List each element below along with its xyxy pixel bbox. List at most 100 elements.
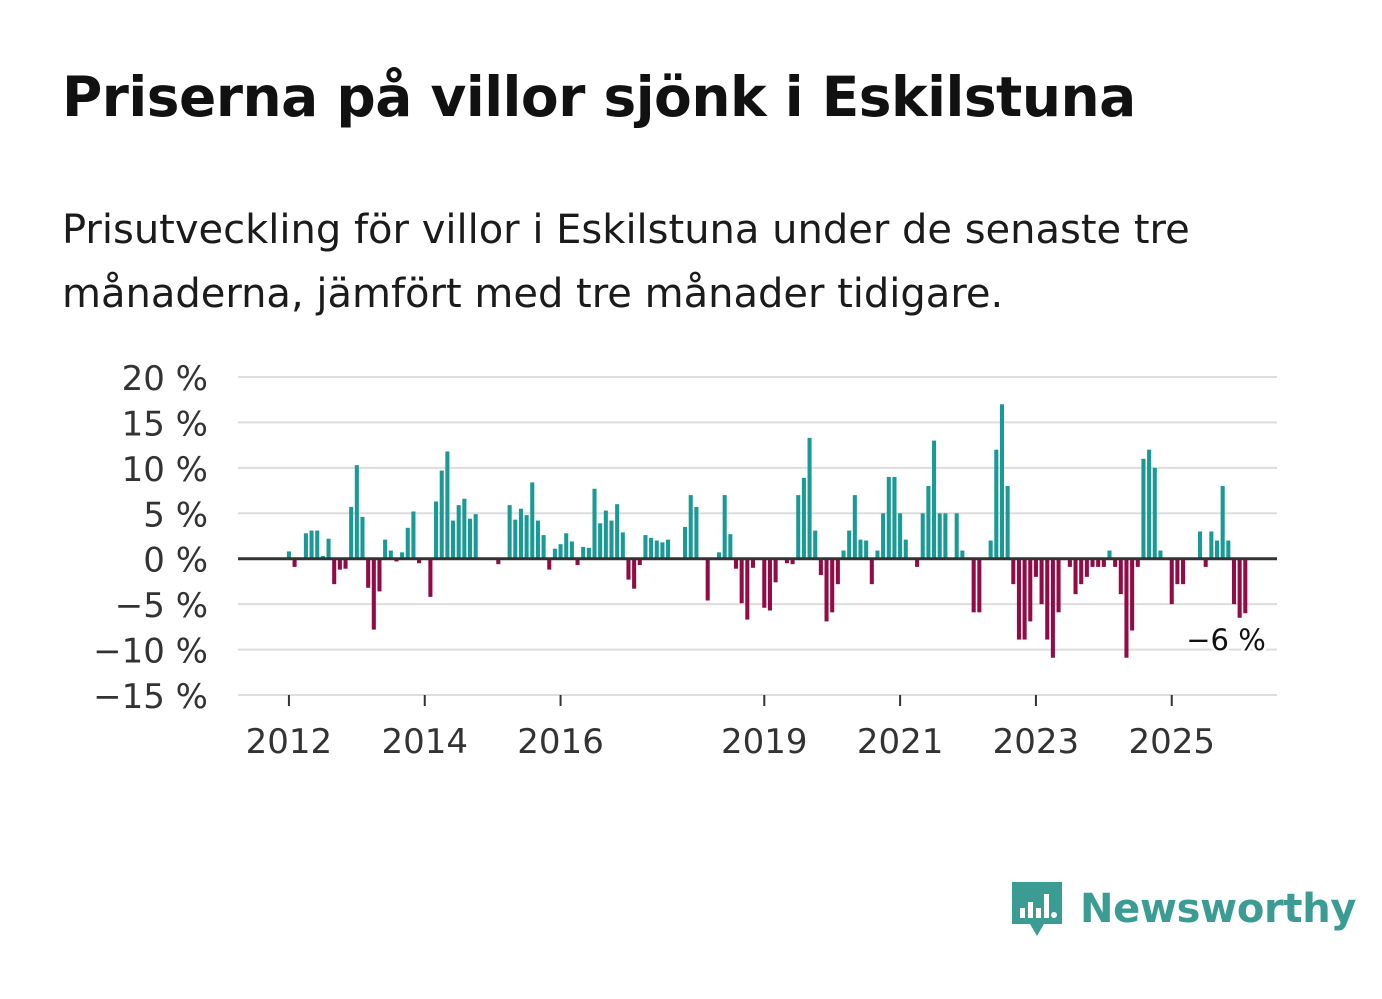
bar	[462, 498, 467, 559]
bar	[541, 535, 546, 559]
bar	[400, 552, 405, 559]
bar	[1203, 558, 1208, 567]
bar	[1169, 558, 1174, 605]
bar	[575, 558, 580, 566]
bar	[1237, 558, 1242, 618]
bar	[1016, 558, 1021, 640]
newsworthy-logo-icon	[1012, 882, 1062, 936]
bar	[824, 558, 829, 622]
bar	[439, 470, 444, 559]
bar	[733, 558, 739, 569]
bar	[898, 513, 903, 559]
bar	[1152, 467, 1157, 559]
bar	[451, 520, 456, 559]
bar	[688, 495, 693, 559]
bar	[507, 505, 512, 559]
bar	[649, 537, 654, 559]
y-tick-label: 0 %	[143, 541, 208, 581]
bar	[1039, 558, 1044, 605]
x-axis-ticks: 2012 2014 2016 2019 2021 2023 2025	[246, 695, 1215, 762]
bar	[1214, 540, 1220, 559]
bar	[292, 558, 297, 567]
bar	[592, 488, 597, 559]
bar	[954, 513, 959, 559]
bar	[337, 558, 342, 570]
bar	[434, 501, 439, 559]
bar	[1107, 550, 1112, 559]
bar	[784, 558, 789, 564]
bar	[852, 495, 857, 559]
bar	[932, 440, 937, 559]
bar	[1124, 558, 1129, 658]
bar	[807, 437, 812, 559]
bar	[830, 558, 835, 613]
bar	[818, 558, 823, 576]
bar	[1045, 558, 1050, 640]
bar	[790, 558, 795, 565]
y-tick-label: 5 %	[143, 495, 208, 535]
bar	[1011, 558, 1016, 585]
bar	[609, 520, 614, 559]
bar	[286, 551, 291, 559]
bar	[977, 558, 982, 613]
x-tick-label: 2014	[381, 722, 468, 762]
bar	[417, 558, 422, 564]
bar	[864, 540, 869, 559]
y-tick-label: 20 %	[122, 359, 208, 399]
bar	[1141, 458, 1146, 559]
bar	[371, 558, 376, 630]
bar	[694, 506, 699, 559]
bar	[598, 523, 603, 559]
bar	[564, 533, 569, 559]
bar	[1022, 558, 1027, 640]
y-tick-label: 15 %	[122, 404, 208, 444]
bar	[1147, 449, 1152, 559]
bar	[683, 526, 688, 559]
bar	[603, 510, 608, 559]
bar	[513, 519, 518, 559]
x-tick-label: 2016	[517, 722, 604, 762]
y-tick-label: 10 %	[122, 450, 208, 490]
bar	[869, 558, 874, 585]
bar	[377, 558, 382, 592]
grid-lines	[238, 376, 1277, 696]
bar	[841, 550, 846, 559]
bar	[1101, 558, 1106, 567]
bar	[1005, 486, 1010, 559]
bar	[535, 520, 540, 559]
bar	[971, 558, 976, 613]
x-tick-label: 2025	[1128, 722, 1215, 762]
bar	[1130, 558, 1135, 631]
bar	[524, 515, 529, 559]
bar	[1113, 558, 1118, 567]
bar	[558, 544, 563, 559]
bar	[388, 550, 393, 559]
bar	[881, 513, 886, 559]
bar	[994, 449, 999, 559]
bar	[405, 527, 410, 559]
bar	[1096, 558, 1101, 567]
bar	[813, 530, 818, 559]
x-tick-label: 2012	[246, 722, 333, 762]
bar	[1084, 558, 1089, 577]
y-tick-label: −5 %	[115, 586, 208, 626]
bar	[773, 558, 778, 583]
bar	[801, 477, 806, 559]
bar	[745, 558, 750, 620]
bar	[620, 532, 625, 559]
bar	[303, 533, 308, 559]
bar	[315, 530, 320, 559]
bar	[626, 558, 631, 580]
newsworthy-logo[interactable]: Newsworthy	[1008, 876, 1357, 942]
chart-subtitle: Prisutveckling för villor i Eskilstuna u…	[62, 207, 1190, 317]
bar	[1226, 540, 1231, 559]
bar	[654, 540, 659, 559]
y-tick-label: −10 %	[93, 632, 208, 672]
bar	[383, 539, 388, 559]
bar	[666, 539, 671, 559]
bar	[366, 558, 371, 588]
bar	[1073, 558, 1078, 595]
bar	[496, 558, 501, 565]
bar	[1198, 531, 1203, 559]
bar	[569, 541, 574, 559]
